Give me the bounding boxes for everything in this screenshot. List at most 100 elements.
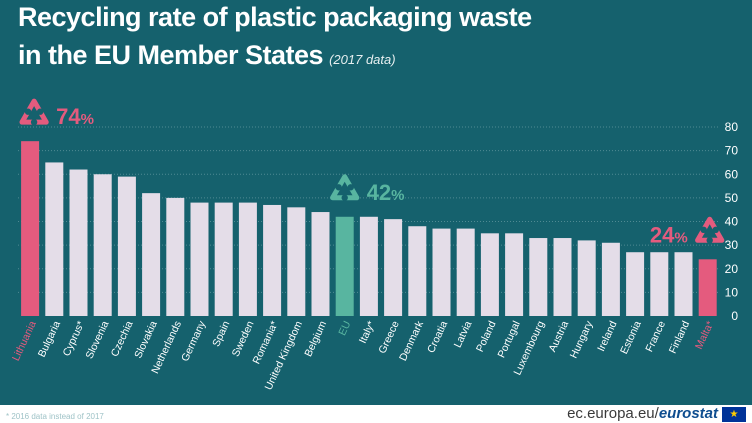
recycle-icon-gap xyxy=(335,184,342,191)
bar xyxy=(166,197,185,316)
x-tick-label: Latvia xyxy=(452,319,475,350)
bar xyxy=(553,238,572,316)
y-tick-label: 0 xyxy=(731,309,738,323)
bar xyxy=(335,216,354,316)
x-tick-label: EU xyxy=(336,319,353,337)
recycle-icon-gap xyxy=(347,184,354,191)
title-line-2: in the EU Member States xyxy=(18,40,324,70)
bar xyxy=(577,240,596,316)
recycle-icon-gap xyxy=(700,226,707,233)
x-tick-label: Croatia xyxy=(425,319,450,355)
bar xyxy=(505,233,524,316)
bar xyxy=(21,141,40,316)
annotation-min: 24% xyxy=(650,216,725,247)
recycle-icon-gap xyxy=(712,226,719,233)
bar xyxy=(480,233,499,316)
x-tick-label: Hungary xyxy=(568,319,596,361)
footnote: * 2016 data instead of 2017 xyxy=(6,412,104,421)
recycle-icon xyxy=(19,98,49,126)
bar xyxy=(238,202,257,316)
x-tick-label: Malta* xyxy=(693,319,716,351)
bar xyxy=(69,169,88,316)
x-tick-label: Italy* xyxy=(357,319,378,345)
bar xyxy=(674,252,693,316)
bar xyxy=(384,219,403,316)
bar xyxy=(93,174,112,316)
y-axis-ticks: 0 10 20 30 40 50 60 70 80 xyxy=(725,120,739,323)
x-tick-label: Spain xyxy=(210,319,232,349)
bar xyxy=(432,228,451,316)
annotation-unit: % xyxy=(81,111,94,128)
annotation-label: 74% xyxy=(56,104,94,129)
eu-flag-icon: ★ xyxy=(722,407,746,422)
bar xyxy=(263,204,282,316)
bar xyxy=(529,238,548,316)
chart-title: Recycling rate of plastic packaging wast… xyxy=(18,2,532,33)
recycle-icon-gap xyxy=(341,194,348,201)
x-tick-label: Finland xyxy=(667,319,692,355)
x-tick-label: Portugal xyxy=(495,319,522,360)
bar-chart: 0 10 20 30 40 50 60 70 80 LithuaniaBulgariaCypru… xyxy=(10,98,739,392)
annotation-unit: % xyxy=(391,187,404,204)
y-tick-label: 40 xyxy=(725,215,739,229)
y-tick-label: 20 xyxy=(725,262,739,276)
y-tick-label: 80 xyxy=(725,120,739,134)
x-tick-label: Ireland xyxy=(595,319,620,353)
x-tick-label: Bulgaria xyxy=(36,319,63,359)
x-tick-label: Cyprus* xyxy=(61,319,88,358)
recycle-icon xyxy=(695,216,725,244)
x-tick-label: Estonia xyxy=(618,319,644,356)
y-tick-label: 70 xyxy=(725,144,739,158)
y-tick-label: 60 xyxy=(725,167,739,181)
annotation-unit: % xyxy=(674,229,687,246)
x-tick-label: Sweden xyxy=(230,319,257,359)
source-link[interactable]: ec.europa.eu/eurostat xyxy=(567,405,718,422)
bar xyxy=(626,252,645,316)
source-prefix: ec.europa.eu/ xyxy=(567,405,659,422)
x-tick-label: Denmark xyxy=(397,319,426,363)
bar xyxy=(142,193,161,316)
bar xyxy=(456,228,475,316)
bar xyxy=(214,202,233,316)
x-tick-label: Slovenia xyxy=(84,319,112,361)
y-tick-label: 30 xyxy=(725,238,739,252)
bar xyxy=(45,162,64,316)
footer-bar xyxy=(0,405,752,423)
annotation-value: 42 xyxy=(367,180,391,205)
x-tick-label: Slovakia xyxy=(132,319,160,360)
x-axis-labels: LithuaniaBulgariaCyprus*SloveniaCzechiaS… xyxy=(10,319,716,392)
recycle-icon-gap xyxy=(30,118,38,126)
recycle-icon xyxy=(330,174,360,201)
annotation-value: 24 xyxy=(650,222,675,247)
bar xyxy=(408,226,427,316)
annotation-max: 74% xyxy=(19,98,94,129)
annotations: 74%42%24% xyxy=(19,98,725,247)
y-tick-label: 10 xyxy=(725,285,739,299)
bar xyxy=(117,176,136,316)
x-tick-label: Poland xyxy=(474,319,499,354)
bar xyxy=(190,202,209,316)
x-tick-label: France xyxy=(643,319,668,354)
bar xyxy=(698,259,717,316)
source-brand: eurostat xyxy=(658,405,718,422)
recycle-icon-gap xyxy=(36,108,44,115)
chart-subtitle: (2017 data) xyxy=(329,52,396,67)
x-tick-label: Czechia xyxy=(109,319,136,359)
recycle-icon-gap xyxy=(706,237,713,244)
annotation-label: 42% xyxy=(367,180,405,205)
annotation-eu: 42% xyxy=(330,174,405,205)
annotation-label: 24% xyxy=(650,222,688,247)
chart-title-line-2: in the EU Member States (2017 data) xyxy=(18,40,396,71)
y-tick-label: 50 xyxy=(725,191,739,205)
bar xyxy=(287,207,306,316)
bar xyxy=(650,252,669,316)
bar xyxy=(311,212,330,316)
bar xyxy=(601,242,620,316)
bars xyxy=(21,141,717,316)
x-tick-label: Belgium xyxy=(302,319,329,359)
recycle-icon-gap xyxy=(24,108,32,115)
x-tick-label: Greece xyxy=(376,319,401,355)
x-tick-label: Austria xyxy=(547,319,572,354)
annotation-value: 74 xyxy=(56,104,81,129)
bar xyxy=(359,216,378,316)
